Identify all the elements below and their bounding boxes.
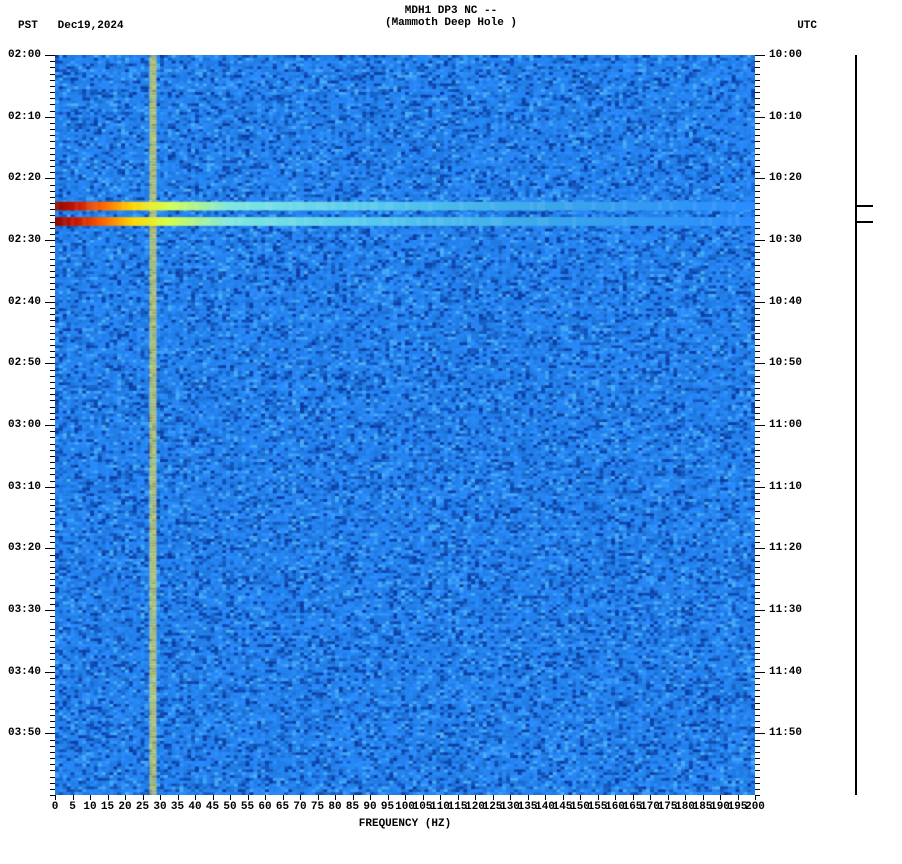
x-tick-label: 85 bbox=[346, 801, 359, 813]
x-tick-label: 75 bbox=[311, 801, 324, 813]
spectrogram-figure: MDH1 DP3 NC -- (Mammoth Deep Hole ) PST … bbox=[0, 0, 902, 864]
y-left-tick-label: 03:40 bbox=[8, 667, 41, 678]
y-right-tick-label: 11:40 bbox=[769, 667, 802, 678]
title-line2: (Mammoth Deep Hole ) bbox=[0, 17, 902, 29]
y-axis-right: 10:0010:1010:2010:3010:4010:5011:0011:10… bbox=[755, 55, 840, 795]
header-left: PST Dec19,2024 bbox=[18, 20, 124, 32]
x-tick-label: 0 bbox=[52, 801, 59, 813]
y-right-tick-label: 11:20 bbox=[769, 543, 802, 554]
y-left-tick-label: 02:50 bbox=[8, 358, 41, 369]
y-right-tick-label: 11:00 bbox=[769, 420, 802, 431]
y-left-tick-label: 02:10 bbox=[8, 112, 41, 123]
x-tick-label: 70 bbox=[293, 801, 306, 813]
y-right-tick-label: 11:50 bbox=[769, 728, 802, 739]
x-tick-label: 80 bbox=[328, 801, 341, 813]
y-right-tick-label: 10:40 bbox=[769, 297, 802, 308]
figure-title: MDH1 DP3 NC -- (Mammoth Deep Hole ) bbox=[0, 5, 902, 29]
y-left-tick-label: 02:00 bbox=[8, 50, 41, 61]
tz-right: UTC bbox=[797, 20, 817, 32]
y-left-tick-label: 02:20 bbox=[8, 173, 41, 184]
x-tick-label: 45 bbox=[206, 801, 219, 813]
y-axis-left: 02:0002:1002:2002:3002:4002:5003:0003:10… bbox=[0, 55, 55, 795]
x-tick-label: 95 bbox=[381, 801, 394, 813]
y-left-tick-label: 02:40 bbox=[8, 297, 41, 308]
y-right-tick-label: 11:30 bbox=[769, 605, 802, 616]
x-tick-label: 200 bbox=[745, 801, 765, 813]
x-tick-label: 50 bbox=[223, 801, 236, 813]
tz-left: PST bbox=[18, 20, 38, 32]
y-right-tick-label: 10:50 bbox=[769, 358, 802, 369]
spectrogram-canvas bbox=[55, 55, 755, 795]
x-tick-label: 15 bbox=[101, 801, 114, 813]
y-right-tick-label: 10:20 bbox=[769, 173, 802, 184]
title-line1: MDH1 DP3 NC -- bbox=[0, 5, 902, 17]
date-label: Dec19,2024 bbox=[58, 20, 124, 32]
x-tick-label: 30 bbox=[153, 801, 166, 813]
plot-area bbox=[55, 55, 755, 795]
x-tick-label: 40 bbox=[188, 801, 201, 813]
x-tick-label: 10 bbox=[83, 801, 96, 813]
x-tick-label: 90 bbox=[363, 801, 376, 813]
y-right-tick-label: 10:10 bbox=[769, 112, 802, 123]
y-right-tick-label: 10:00 bbox=[769, 50, 802, 61]
x-tick-label: 65 bbox=[276, 801, 289, 813]
x-tick-label: 55 bbox=[241, 801, 254, 813]
y-right-tick-label: 10:30 bbox=[769, 235, 802, 246]
x-axis-label: FREQUENCY (HZ) bbox=[55, 818, 755, 830]
x-tick-label: 25 bbox=[136, 801, 149, 813]
y-left-tick-label: 03:30 bbox=[8, 605, 41, 616]
event-indicator-bar bbox=[855, 55, 885, 795]
x-tick-label: 20 bbox=[118, 801, 131, 813]
y-right-tick-label: 11:10 bbox=[769, 482, 802, 493]
y-left-tick-label: 03:20 bbox=[8, 543, 41, 554]
y-left-tick-label: 03:50 bbox=[8, 728, 41, 739]
y-left-tick-label: 03:00 bbox=[8, 420, 41, 431]
x-tick-label: 60 bbox=[258, 801, 271, 813]
y-left-tick-label: 02:30 bbox=[8, 235, 41, 246]
x-tick-label: 5 bbox=[69, 801, 76, 813]
y-left-tick-label: 03:10 bbox=[8, 482, 41, 493]
x-tick-label: 35 bbox=[171, 801, 184, 813]
